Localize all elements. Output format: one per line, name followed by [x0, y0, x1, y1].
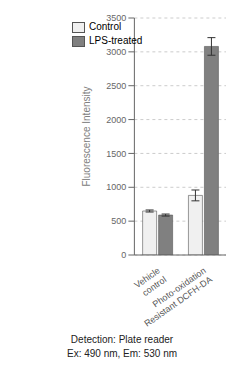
- svg-text:1000: 1000: [106, 182, 126, 192]
- svg-text:Fluorescence Intensity: Fluorescence Intensity: [81, 86, 92, 186]
- svg-text:1500: 1500: [106, 149, 126, 159]
- svg-text:3000: 3000: [106, 47, 126, 57]
- svg-text:2500: 2500: [106, 81, 126, 91]
- svg-text:500: 500: [111, 216, 126, 226]
- svg-text:2000: 2000: [106, 115, 126, 125]
- svg-text:Photo-oxidationResistant DCFH-: Photo-oxidationResistant DCFH-DA: [136, 265, 214, 328]
- svg-text:0: 0: [121, 250, 126, 260]
- svg-text:3500: 3500: [106, 13, 126, 23]
